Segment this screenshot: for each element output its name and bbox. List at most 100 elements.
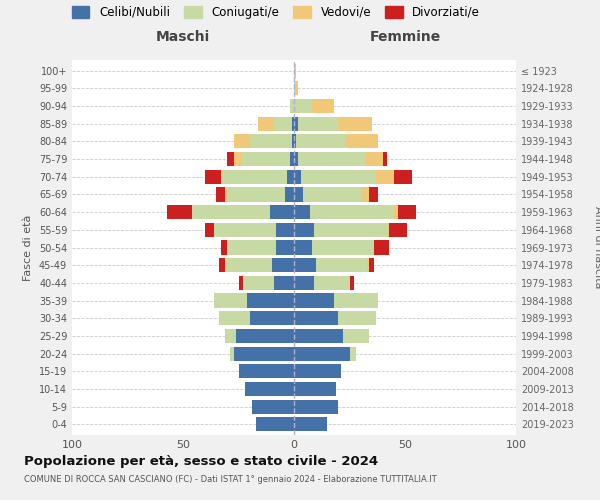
Bar xyxy=(294,134,296,148)
Bar xyxy=(221,240,227,254)
Bar xyxy=(294,205,310,219)
Bar xyxy=(374,240,389,254)
Bar xyxy=(218,311,250,326)
Bar xyxy=(274,116,292,131)
Bar xyxy=(287,170,294,184)
Bar xyxy=(234,134,250,148)
Bar xyxy=(312,240,374,254)
Bar xyxy=(205,170,221,184)
Bar xyxy=(250,311,294,326)
Bar xyxy=(367,258,370,272)
Bar xyxy=(241,152,290,166)
Bar xyxy=(227,152,234,166)
Bar xyxy=(294,346,349,360)
Bar xyxy=(225,329,236,343)
Bar xyxy=(192,205,269,219)
Bar xyxy=(256,418,294,432)
Bar xyxy=(234,346,294,360)
Bar xyxy=(387,222,389,237)
Bar xyxy=(334,294,379,308)
Bar xyxy=(338,116,372,131)
Bar xyxy=(290,99,294,113)
Bar xyxy=(294,116,298,131)
Bar xyxy=(243,276,274,290)
Bar xyxy=(314,276,349,290)
Bar xyxy=(294,152,298,166)
Bar xyxy=(361,188,370,202)
Bar xyxy=(214,222,276,237)
Bar xyxy=(365,152,383,166)
Bar xyxy=(398,205,416,219)
Y-axis label: Fasce di età: Fasce di età xyxy=(23,214,33,280)
Text: Popolazione per età, sesso e stato civile - 2024: Popolazione per età, sesso e stato civil… xyxy=(24,455,378,468)
Bar xyxy=(205,222,214,237)
Bar xyxy=(349,276,354,290)
Bar xyxy=(218,258,225,272)
Bar xyxy=(227,188,285,202)
Bar xyxy=(314,222,387,237)
Bar xyxy=(301,170,376,184)
Bar xyxy=(294,258,316,272)
Bar xyxy=(394,170,412,184)
Bar xyxy=(345,134,379,148)
Bar xyxy=(370,188,379,202)
Bar xyxy=(285,188,294,202)
Bar xyxy=(376,170,394,184)
Bar xyxy=(274,276,294,290)
Bar xyxy=(294,188,303,202)
Bar xyxy=(349,346,356,360)
Bar xyxy=(338,311,376,326)
Bar xyxy=(294,276,314,290)
Bar xyxy=(276,222,294,237)
Bar xyxy=(310,205,394,219)
Bar xyxy=(239,364,294,378)
Bar xyxy=(316,258,367,272)
Bar xyxy=(272,258,294,272)
Bar xyxy=(259,116,274,131)
Bar xyxy=(389,222,407,237)
Bar xyxy=(227,240,276,254)
Bar xyxy=(294,64,296,78)
Text: COMUNE DI ROCCA SAN CASCIANO (FC) - Dati ISTAT 1° gennaio 2024 - Elaborazione TU: COMUNE DI ROCCA SAN CASCIANO (FC) - Dati… xyxy=(24,475,437,484)
Bar xyxy=(298,116,338,131)
Bar xyxy=(294,99,312,113)
Bar xyxy=(394,205,398,219)
Bar xyxy=(294,400,338,414)
Bar xyxy=(276,240,294,254)
Bar xyxy=(230,346,234,360)
Bar xyxy=(298,152,365,166)
Legend: Celibi/Nubili, Coniugati/e, Vedovi/e, Divorziati/e: Celibi/Nubili, Coniugati/e, Vedovi/e, Di… xyxy=(67,1,485,24)
Bar xyxy=(239,276,243,290)
Bar xyxy=(294,294,334,308)
Bar xyxy=(296,134,345,148)
Bar xyxy=(294,170,301,184)
Bar xyxy=(294,329,343,343)
Bar xyxy=(250,134,292,148)
Bar xyxy=(214,294,247,308)
Text: Femmine: Femmine xyxy=(370,30,440,44)
Bar xyxy=(294,311,338,326)
Bar xyxy=(247,294,294,308)
Bar xyxy=(294,81,296,96)
Bar xyxy=(292,116,294,131)
Bar xyxy=(343,329,370,343)
Bar xyxy=(292,134,294,148)
Bar xyxy=(294,418,328,432)
Bar xyxy=(245,382,294,396)
Y-axis label: Anni di nascita: Anni di nascita xyxy=(593,206,600,289)
Bar xyxy=(225,188,227,202)
Bar xyxy=(294,364,341,378)
Bar xyxy=(234,152,241,166)
Bar xyxy=(294,382,336,396)
Bar xyxy=(236,329,294,343)
Bar xyxy=(269,205,294,219)
Bar xyxy=(252,400,294,414)
Bar xyxy=(290,152,294,166)
Bar xyxy=(294,222,314,237)
Bar xyxy=(221,170,287,184)
Bar xyxy=(383,152,387,166)
Bar xyxy=(296,81,298,96)
Bar xyxy=(167,205,192,219)
Bar xyxy=(294,240,312,254)
Bar xyxy=(303,188,361,202)
